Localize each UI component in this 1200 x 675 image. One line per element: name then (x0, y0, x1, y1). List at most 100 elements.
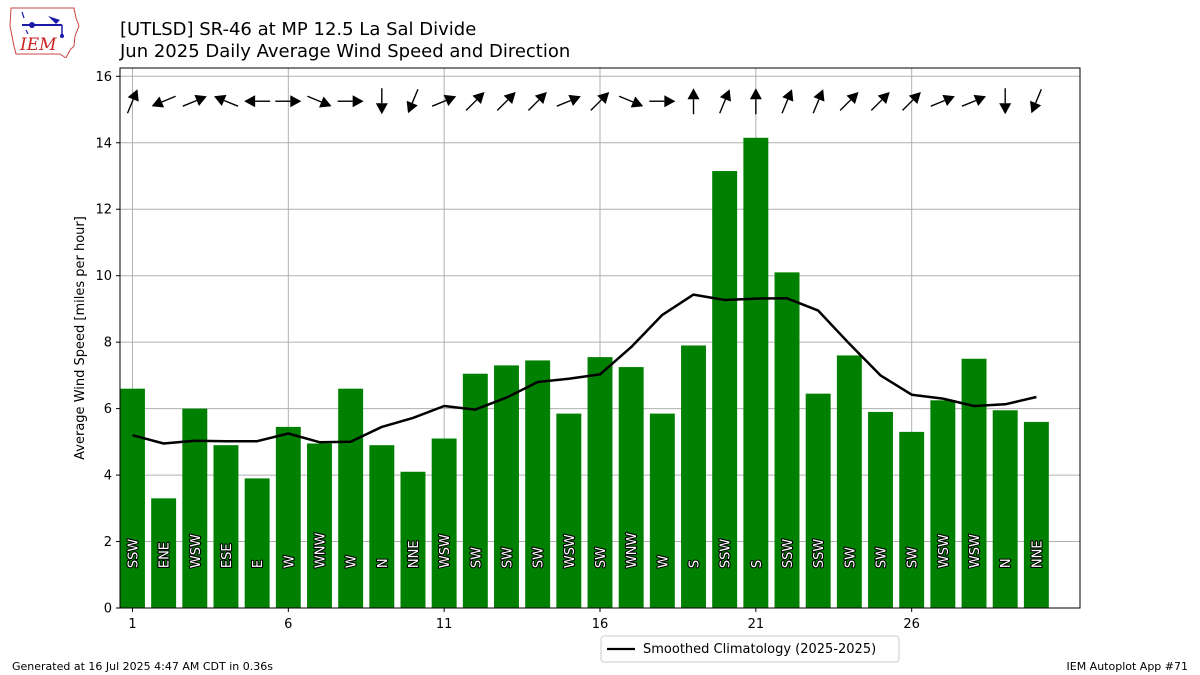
wind-arrow-shaft (902, 99, 914, 111)
x-tick-label: 16 (592, 617, 609, 632)
wind-arrow-shaft (590, 99, 602, 111)
direction-label: SSW (812, 539, 827, 569)
wind-arrow (496, 92, 516, 111)
wind-arrow (839, 92, 859, 111)
y-tick-label: 16 (95, 70, 112, 85)
direction-label: WSW (937, 534, 952, 568)
wind-arrow-head (664, 95, 676, 108)
direction-label: SSW (719, 539, 734, 569)
legend-box (600, 635, 900, 663)
wind-arrow (126, 89, 139, 114)
y-tick-label: 8 (104, 336, 112, 351)
legend: Smoothed Climatology (2025-2025) (600, 635, 900, 663)
logo-text: IEM (19, 35, 57, 55)
x-axis-ticks: 1 6 11 16 21 26 (128, 608, 920, 632)
wind-arrow-shaft (812, 99, 820, 114)
direction-label: SW (469, 547, 484, 568)
wind-arrow (618, 95, 644, 108)
bar (556, 413, 582, 608)
wind-arrow-shaft (182, 99, 197, 107)
wind-arrow (244, 95, 271, 108)
wind-arrow-head (973, 94, 987, 107)
y-tick-label: 10 (95, 269, 112, 284)
wind-arrow-head (908, 92, 921, 105)
wind-arrow-head (813, 89, 825, 102)
bar (618, 367, 644, 608)
bar (681, 345, 706, 608)
wind-arrow-shaft (161, 95, 176, 103)
y-tick-label: 14 (95, 136, 112, 151)
wind-arrow-head (375, 103, 388, 115)
climatology-line-group (132, 293, 1037, 445)
direction-label: ESE (220, 543, 235, 568)
wind-arrow (465, 92, 485, 111)
bar (307, 443, 332, 608)
direction-label: N (376, 558, 391, 568)
wind-arrow (649, 95, 676, 108)
wind-arrow (275, 95, 302, 108)
direction-label: SSW (781, 539, 796, 569)
direction-label: WSW (968, 534, 983, 568)
bar (992, 410, 1018, 608)
wind-arrow (337, 95, 364, 108)
wind-arrow-head (630, 96, 644, 108)
direction-labels: SSW ENE WSW ESE E W WNW W N NNE WSW SW SW SW WSW SW WNW W… (125, 531, 1046, 569)
direction-label: WSW (189, 534, 204, 568)
footer-app: IEM Autoplot App #71 (1066, 660, 1189, 673)
wind-arrow-head (503, 92, 516, 105)
wind-arrow-head (782, 89, 794, 102)
bar (338, 388, 364, 608)
wind-arrow-head (151, 96, 165, 108)
wind-arrow-shaft (307, 95, 322, 103)
wind-arrow (719, 89, 731, 114)
wind-arrow (182, 94, 207, 107)
y-tick-label: 2 (104, 535, 112, 550)
wind-arrow-shaft (496, 99, 509, 111)
wind-arrow-head (687, 88, 700, 100)
wind-arrow (687, 88, 700, 115)
wind-arrow-shaft (223, 99, 239, 107)
wind-arrow-head (472, 92, 485, 105)
bar (649, 413, 675, 608)
bar (182, 408, 208, 608)
wind-arrow-head (213, 94, 227, 107)
wind-arrow-head (244, 95, 256, 108)
chart-title-line2: Jun 2025 Daily Average Wind Speed and Di… (119, 41, 570, 62)
direction-label: NNE (1030, 540, 1045, 568)
wind-arrow (151, 95, 176, 108)
bar (431, 438, 457, 608)
wind-arrow-shaft (431, 99, 447, 107)
wind-arrow-head (942, 94, 955, 107)
wind-arrow-shaft (618, 95, 634, 103)
bar (712, 171, 738, 608)
bar (836, 355, 862, 608)
bar (244, 478, 270, 608)
direction-label: SW (532, 547, 547, 568)
wind-arrow (590, 92, 610, 111)
direction-label: SSW (126, 539, 141, 569)
wind-arrow-head (1030, 100, 1042, 114)
wind-arrow (431, 94, 457, 107)
wind-arrow (406, 88, 419, 114)
bar (930, 400, 956, 608)
wind-arrow-head (597, 92, 610, 105)
direction-label: SW (906, 547, 921, 568)
wind-arrow (870, 92, 890, 111)
wind-arrow-head (568, 94, 581, 107)
x-tick-label: 21 (748, 617, 765, 632)
wind-arrow (812, 89, 825, 114)
wind-arrow (961, 94, 987, 107)
x-tick-label: 11 (436, 617, 453, 632)
direction-label: WNW (313, 533, 328, 569)
wind-arrow-head (749, 88, 762, 100)
x-tick-label: 1 (128, 617, 136, 632)
legend-label: Smoothed Climatology (2025-2025) (643, 642, 876, 657)
y-tick-label: 12 (95, 203, 112, 218)
bar (774, 272, 800, 608)
direction-label: S (688, 560, 703, 568)
direction-label: S (750, 560, 765, 568)
direction-label: SW (843, 547, 858, 568)
wind-arrow (375, 88, 388, 115)
wind-arrow-shaft (465, 99, 478, 111)
